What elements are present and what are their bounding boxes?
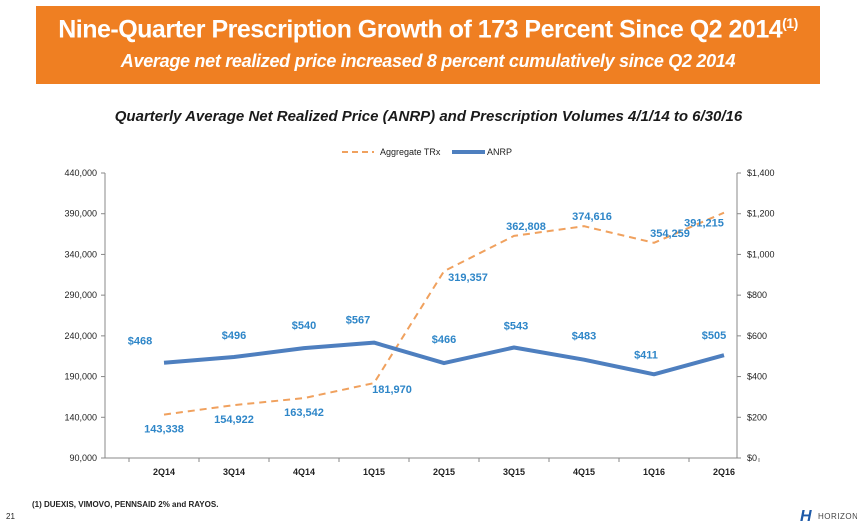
x-axis-category-label: 4Q14 <box>293 467 315 477</box>
trx-series-line <box>163 211 725 416</box>
anrp-data-label: $411 <box>634 349 658 361</box>
anrp-data-label: $496 <box>222 330 246 342</box>
footnote: (1) DUEXIS, VIMOVO, PENNSAID 2% and RAYO… <box>32 500 219 509</box>
x-axis-category-label: 4Q15 <box>573 467 595 477</box>
right-axis-tick-label: $1,400 <box>747 168 775 178</box>
anrp-data-label: $466 <box>432 334 456 346</box>
trx-data-label: 391,215 <box>684 218 724 230</box>
x-axis-category-label: 3Q15 <box>503 467 525 477</box>
page-number: 21 <box>6 512 15 521</box>
left-axis-tick-label: 390,000 <box>64 209 97 219</box>
left-axis-tick-label: 140,000 <box>64 412 97 422</box>
anrp-data-label: $505 <box>702 330 726 342</box>
left-axis-tick-label: 290,000 <box>64 290 97 300</box>
x-axis-category-label: 1Q16 <box>643 467 665 477</box>
left-axis-tick-label: 240,000 <box>64 331 97 341</box>
left-axis-tick-label: 440,000 <box>64 168 97 178</box>
right-axis-tick-label: $1,200 <box>747 209 775 219</box>
trx-data-label: 163,542 <box>284 407 324 419</box>
chart-title: Quarterly Average Net Realized Price (AN… <box>114 108 743 125</box>
banner-title: Nine-Quarter Prescription Growth of 173 … <box>58 15 798 44</box>
legend-anrp-label: ANRP <box>487 147 512 157</box>
anrp-series-line <box>163 340 725 377</box>
right-axis-tick-label: $0 <box>747 453 757 463</box>
x-axis-category-label: 1Q15 <box>363 467 385 477</box>
trx-data-label: 374,616 <box>572 211 612 223</box>
left-axis-tick-label: 340,000 <box>64 249 97 259</box>
trx-data-label: 154,922 <box>214 414 254 426</box>
trx-data-label: 362,808 <box>506 221 546 233</box>
title-banner: Nine-Quarter Prescription Growth of 173 … <box>36 6 820 84</box>
right-axis-tick-label: $600 <box>747 331 767 341</box>
banner-subtitle: Average net realized price increased 8 p… <box>120 51 736 71</box>
logo-text: HORIZON <box>818 512 857 521</box>
logo-mark: H <box>800 508 812 525</box>
trx-data-label: 143,338 <box>144 424 184 436</box>
right-axis-tick-label: $400 <box>747 372 767 382</box>
right-axis-tick-label: $200 <box>747 412 767 422</box>
anrp-data-label: $540 <box>292 320 316 332</box>
x-axis-category-label: 2Q14 <box>153 467 175 477</box>
right-axis-tick-label: $800 <box>747 290 767 300</box>
footnote-ref: (1) <box>782 15 798 31</box>
anrp-data-label: $543 <box>504 320 528 332</box>
trx-data-label: 181,970 <box>372 384 412 396</box>
anrp-data-label: $483 <box>572 331 596 343</box>
legend-trx-label: Aggregate TRx <box>380 147 441 157</box>
trx-data-label: 319,357 <box>448 272 488 284</box>
trx-data-label: 354,259 <box>650 228 690 240</box>
anrp-data-label: $567 <box>346 315 370 327</box>
left-axis-tick-label: 190,000 <box>64 372 97 382</box>
x-axis-category-label: 2Q16 <box>713 467 735 477</box>
x-axis-category-label: 2Q15 <box>433 467 455 477</box>
horizon-logo: H HORIZON <box>800 508 857 526</box>
anrp-data-label: $468 <box>128 336 152 348</box>
x-axis-category-label: 3Q14 <box>223 467 245 477</box>
left-axis-tick-label: 90,000 <box>69 453 97 463</box>
right-axis-tick-label: $1,000 <box>747 249 775 259</box>
